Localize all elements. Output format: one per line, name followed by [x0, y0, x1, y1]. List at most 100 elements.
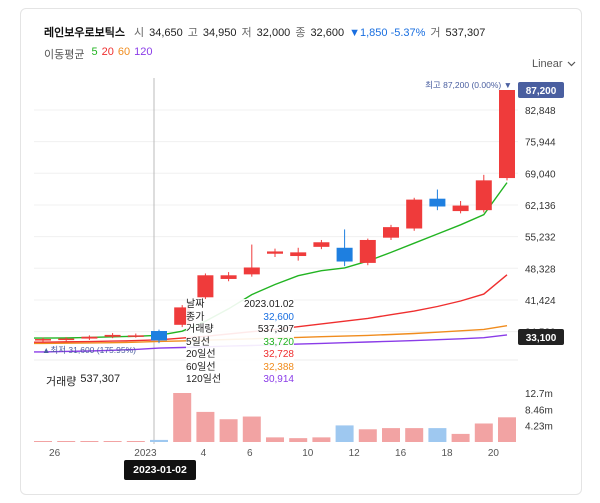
volume-bar — [150, 439, 168, 442]
volume-bar — [358, 429, 377, 442]
x-tick-label: 16 — [395, 448, 407, 459]
volume-bar — [474, 423, 493, 442]
volume-bar — [266, 437, 284, 442]
high-price-badge — [518, 82, 564, 98]
open-label: 시 — [133, 27, 145, 39]
low-label: 저 — [241, 27, 252, 39]
x-tick-label: 26 — [49, 448, 61, 459]
high-price-badge-text: 87,200 — [526, 86, 557, 97]
volume-bar — [451, 433, 470, 442]
x-tick-label: 10 — [302, 448, 314, 459]
tooltip-row-ma20: 20일선 32,728 — [186, 349, 294, 360]
volume-bar — [498, 417, 516, 442]
y-tick-label: 69,040 — [525, 169, 556, 180]
volume-bar — [57, 441, 76, 442]
volume-value: 537,307 — [445, 27, 486, 39]
y-tick-label: 62,136 — [525, 201, 556, 212]
scale-dropdown[interactable]: Linear — [532, 58, 576, 70]
volume-bar — [34, 441, 52, 442]
ma-120-toggle[interactable]: 120 — [134, 46, 153, 58]
volume-bar — [103, 441, 122, 442]
last-price-badge — [518, 329, 564, 345]
high-value: 34,950 — [202, 27, 237, 39]
last-price-badge-text: 33,100 — [526, 333, 557, 344]
chart-panel — [20, 8, 582, 495]
x-tick-label: 12 — [349, 448, 361, 459]
volume-bar — [312, 437, 331, 442]
candle-body — [35, 339, 51, 341]
y-tick-label: 41,424 — [525, 296, 556, 307]
ma-legend: 이동평균 5 20 60 120 — [44, 46, 152, 62]
candle-body — [151, 331, 167, 341]
x-tick-label: 4 — [201, 448, 207, 459]
volume-bar — [405, 428, 424, 442]
volume-bar — [196, 411, 215, 442]
candle-body — [452, 205, 469, 212]
volume-bar — [80, 441, 99, 442]
candle-body — [359, 239, 376, 263]
candle-body — [243, 267, 260, 275]
candle-body — [104, 334, 121, 337]
ma-legend-title: 이동평균 — [44, 49, 85, 61]
tooltip-row-volume: 거래량 537,307 — [186, 324, 294, 335]
candle-body — [313, 242, 330, 247]
tooltip-row-date: 날짜 2023.01.02 — [186, 299, 294, 310]
volume-pane-label: 거래량 537,307 — [46, 373, 121, 388]
candle-body — [499, 90, 515, 179]
chevron-down-icon — [567, 61, 576, 67]
x-tick-label: 2023 — [134, 448, 157, 459]
ma5-line — [34, 182, 508, 339]
volume-bar — [219, 419, 238, 442]
max-price-annotation: 최고 87,200 (0.00%) ▼ — [425, 80, 512, 90]
ma-5-toggle[interactable]: 5 — [91, 46, 98, 58]
low-value: 32,000 — [256, 27, 291, 39]
y-tick-label: 48,328 — [525, 264, 556, 275]
tooltip-row-ma5: 5일선 33,720 — [186, 336, 294, 348]
volume-label: 거 — [430, 27, 441, 39]
price-header: 레인보우로보틱스 시 34,650 고 34,950 저 32,000 종 32… — [44, 24, 485, 40]
x-tick-label: 20 — [488, 448, 500, 459]
volume-bar — [428, 428, 447, 442]
y-tick-label: 75,944 — [525, 138, 556, 149]
candle-body — [197, 275, 214, 298]
volume-bar — [173, 393, 192, 442]
volume-tick-label: 12.7m — [525, 389, 553, 400]
close-label: 종 — [295, 27, 306, 39]
crosshair-tooltip: 날짜 2023.01.02 종가 32,600 거래량 537,307 5일선 33,7… — [186, 299, 294, 387]
candle-body — [383, 227, 399, 238]
candle-body — [220, 275, 237, 279]
high-label: 고 — [187, 27, 198, 39]
volume-bar — [382, 428, 400, 442]
min-price-annotation: ▲최저 31,600 (175.95%) — [42, 345, 136, 355]
volume-bar — [242, 416, 261, 442]
candle-body — [127, 335, 144, 337]
candle-body — [290, 252, 307, 257]
candle-body — [267, 251, 283, 254]
ma-20-toggle[interactable]: 20 — [101, 46, 114, 58]
candle-body — [406, 199, 423, 229]
candle-body — [336, 247, 353, 262]
ma-60-toggle[interactable]: 60 — [117, 46, 131, 58]
open-value: 34,650 — [149, 27, 183, 39]
volume-bar — [126, 441, 145, 442]
y-tick-label: 55,232 — [525, 233, 556, 244]
candle-body — [58, 338, 75, 341]
tooltip-row-close: 종가 32,600 — [186, 311, 294, 323]
crosshair-date-label: 2023-01-02 — [124, 460, 196, 480]
tooltip-row-ma120: 120일선 30,914 — [186, 374, 294, 385]
x-tick-label: 18 — [441, 448, 453, 459]
y-tick-label: 82,848 — [525, 106, 556, 117]
scale-dropdown-label: Linear — [532, 58, 563, 70]
x-tick-label: 6 — [247, 448, 253, 459]
candle-body — [475, 180, 492, 211]
candle-body — [429, 198, 446, 207]
close-value: 32,600 — [310, 27, 345, 39]
volume-tick-label: 4.23m — [525, 422, 553, 433]
tooltip-row-ma60: 60일선 32,388 — [186, 361, 294, 373]
stock-name: 레인보우로보틱스 — [44, 27, 125, 39]
volume-bar — [335, 425, 354, 442]
volume-tick-label: 8.46m — [525, 405, 553, 416]
volume-bar — [289, 438, 308, 442]
change-value: ▼1,850 -5.37% — [349, 27, 426, 39]
